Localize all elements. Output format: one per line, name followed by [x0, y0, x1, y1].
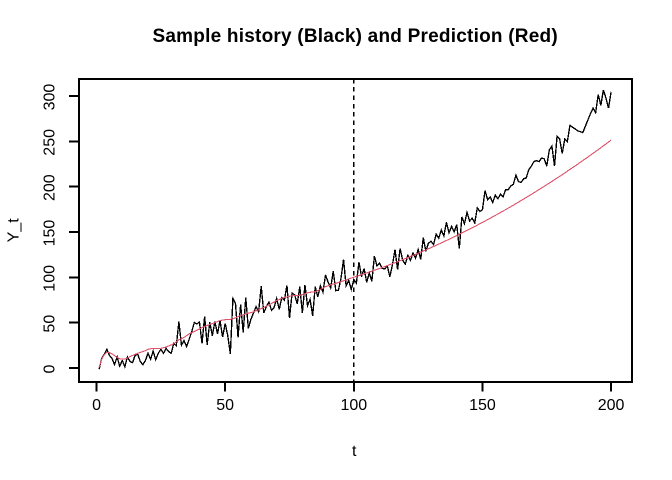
svg-text:t: t [352, 443, 357, 460]
svg-text:100: 100 [340, 397, 367, 414]
svg-text:300: 300 [42, 84, 59, 111]
svg-text:150: 150 [42, 220, 59, 247]
svg-text:0: 0 [42, 364, 59, 373]
svg-text:50: 50 [42, 315, 59, 333]
svg-text:50: 50 [216, 397, 234, 414]
svg-text:200: 200 [42, 174, 59, 201]
svg-text:0: 0 [92, 397, 101, 414]
svg-text:250: 250 [42, 129, 59, 156]
svg-text:100: 100 [42, 265, 59, 292]
svg-text:150: 150 [469, 397, 496, 414]
svg-text:Sample history (Black) and Pre: Sample history (Black) and Prediction (R… [153, 26, 558, 47]
svg-text:200: 200 [598, 397, 625, 414]
svg-text:Y_t: Y_t [5, 218, 22, 243]
